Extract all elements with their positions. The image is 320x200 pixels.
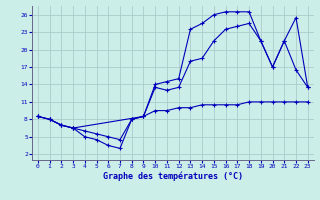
X-axis label: Graphe des températures (°C): Graphe des températures (°C) [103, 172, 243, 181]
